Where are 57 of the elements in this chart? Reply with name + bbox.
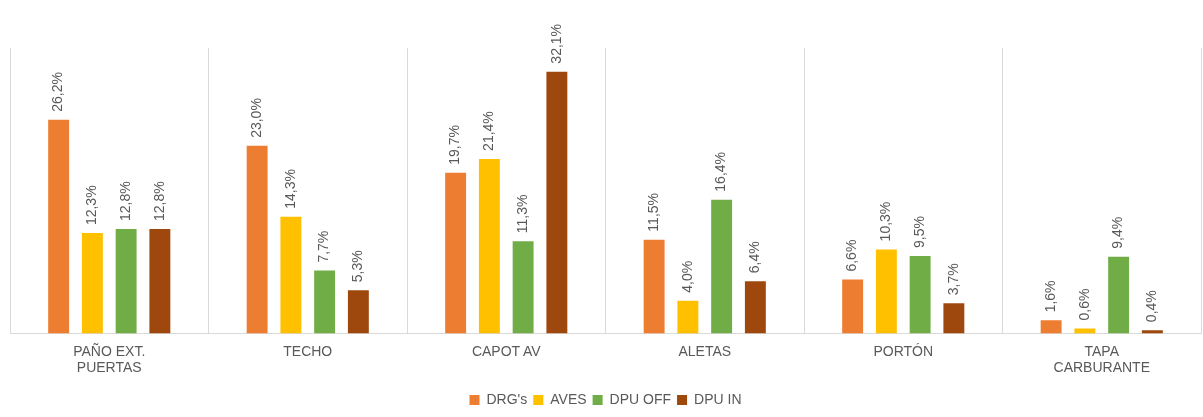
data-label: 9,5%: [910, 216, 927, 248]
bar: [280, 216, 302, 334]
bar: [546, 71, 568, 334]
bar: [744, 281, 766, 334]
data-label: 0,4%: [1143, 290, 1160, 323]
data-label: 10,3%: [877, 201, 894, 242]
data-label: 1,6%: [1041, 280, 1058, 313]
data-label: 14,3%: [281, 169, 298, 209]
x-tick-label: TAPA CARBURANTE: [1053, 342, 1150, 376]
x-tick-label: ALETAS: [678, 342, 732, 359]
bar: [677, 300, 699, 334]
data-label: 19,7%: [446, 125, 463, 165]
bar: [115, 229, 137, 334]
data-label: 5,3%: [349, 250, 366, 283]
bar: [347, 290, 369, 334]
data-label: 6,6%: [843, 239, 860, 272]
data-label: 12,8%: [150, 181, 167, 222]
data-label: 9,4%: [1109, 216, 1126, 249]
x-tick-label: TECHO: [283, 342, 333, 359]
data-label: 26,2%: [49, 72, 66, 112]
bar: [445, 172, 467, 334]
data-label: 23,0%: [247, 98, 264, 138]
data-label: 6,4%: [746, 241, 763, 274]
data-label: 3,7%: [944, 263, 961, 296]
data-label: 12,8%: [116, 181, 133, 222]
bar: [512, 241, 534, 334]
bar: [909, 255, 931, 334]
legend-label: AVES: [550, 390, 587, 407]
data-label: 16,4%: [712, 151, 729, 192]
bar: [1108, 256, 1130, 334]
bar: [875, 249, 897, 334]
legend-label: DRG's: [486, 390, 528, 407]
bar: [149, 229, 171, 334]
data-label: 11,5%: [644, 192, 661, 232]
data-label: 21,4%: [480, 111, 497, 151]
bar: [478, 158, 500, 334]
bar: [1141, 330, 1163, 334]
bar: [48, 119, 70, 334]
legend-label: DPU OFF: [609, 390, 672, 407]
x-tick-label: PORTÓN: [873, 342, 934, 359]
data-label: 11,3%: [513, 194, 530, 234]
bar: [643, 239, 665, 334]
data-label: 12,3%: [83, 185, 100, 226]
data-label: 4,0%: [678, 260, 695, 293]
x-tick-label: CAPOT AV: [471, 342, 542, 359]
legend-label: DPU IN: [694, 390, 742, 407]
data-label: 0,6%: [1075, 288, 1092, 321]
bar: [1040, 320, 1062, 334]
bar: [81, 233, 103, 334]
data-label: 32,1%: [547, 23, 564, 64]
bar: [246, 145, 268, 334]
bar: [842, 279, 864, 334]
bar: [314, 270, 336, 334]
bar: [711, 199, 733, 334]
data-label: 7,7%: [315, 230, 332, 263]
x-tick-label: PAÑO EXT. PUERTAS: [73, 342, 146, 376]
bar: [943, 303, 965, 334]
